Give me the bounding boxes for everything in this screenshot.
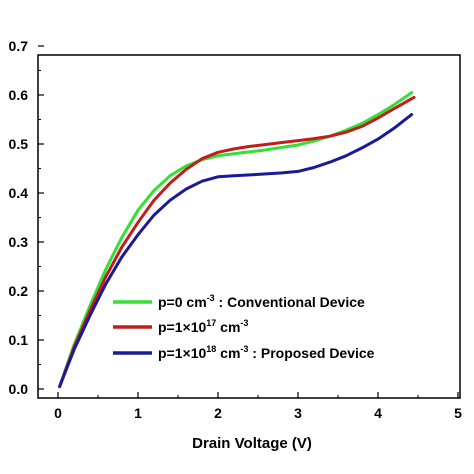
x-tick-label: 5: [454, 405, 462, 421]
legend-label: p=1×1018 cm-3 : Proposed Device: [158, 344, 375, 361]
x-tick-label: 4: [374, 405, 382, 421]
y-tick-label: 0.0: [9, 381, 29, 397]
plot-frame: [37, 54, 461, 399]
legend-superscript: 17: [206, 318, 216, 328]
legend-text-part: p=1×10: [158, 345, 206, 361]
legend-label: p=1×1017 cm-3: [158, 318, 248, 335]
y-tick-label: 0.6: [9, 87, 29, 103]
legend-superscript: -3: [207, 293, 215, 303]
series-layer: [58, 91, 416, 389]
x-tick-label: 0: [54, 405, 62, 421]
legend-text-part: : Conventional Device: [215, 294, 365, 310]
y-tick-label: 0.3: [9, 234, 29, 250]
legend-text-part: p=0 cm: [158, 294, 207, 310]
legend-superscript: -3: [240, 318, 248, 328]
series-line: [58, 95, 416, 389]
y-tick-label: 0.7: [9, 38, 29, 54]
legend-text-part: : Proposed Device: [248, 345, 374, 361]
y-tick-label: 0.1: [9, 332, 29, 348]
legend-text-part: p=1×10: [158, 319, 206, 335]
series-line: [58, 91, 414, 389]
legend-superscript: 18: [206, 344, 216, 354]
axis-ticks: 0 1 2 3 4 5 0.0 0.1 0.2 0.3 0.4 0.5 0.6 0.7: [9, 38, 463, 421]
x-axis-title: Drain Voltage (V): [192, 435, 312, 452]
y-tick-label: 0.2: [9, 283, 29, 299]
x-tick-label: 3: [294, 405, 302, 421]
y-tick-label: 0.4: [9, 185, 29, 201]
legend-label: p=0 cm-3 : Conventional Device: [158, 293, 365, 310]
legend-superscript: -3: [240, 344, 248, 354]
legend-text-part: cm: [216, 319, 240, 335]
series-line: [58, 113, 414, 389]
x-tick-label: 2: [214, 405, 222, 421]
x-tick-label: 1: [134, 405, 142, 421]
y-tick-label: 0.5: [9, 136, 29, 152]
legend-text-part: cm: [216, 345, 240, 361]
